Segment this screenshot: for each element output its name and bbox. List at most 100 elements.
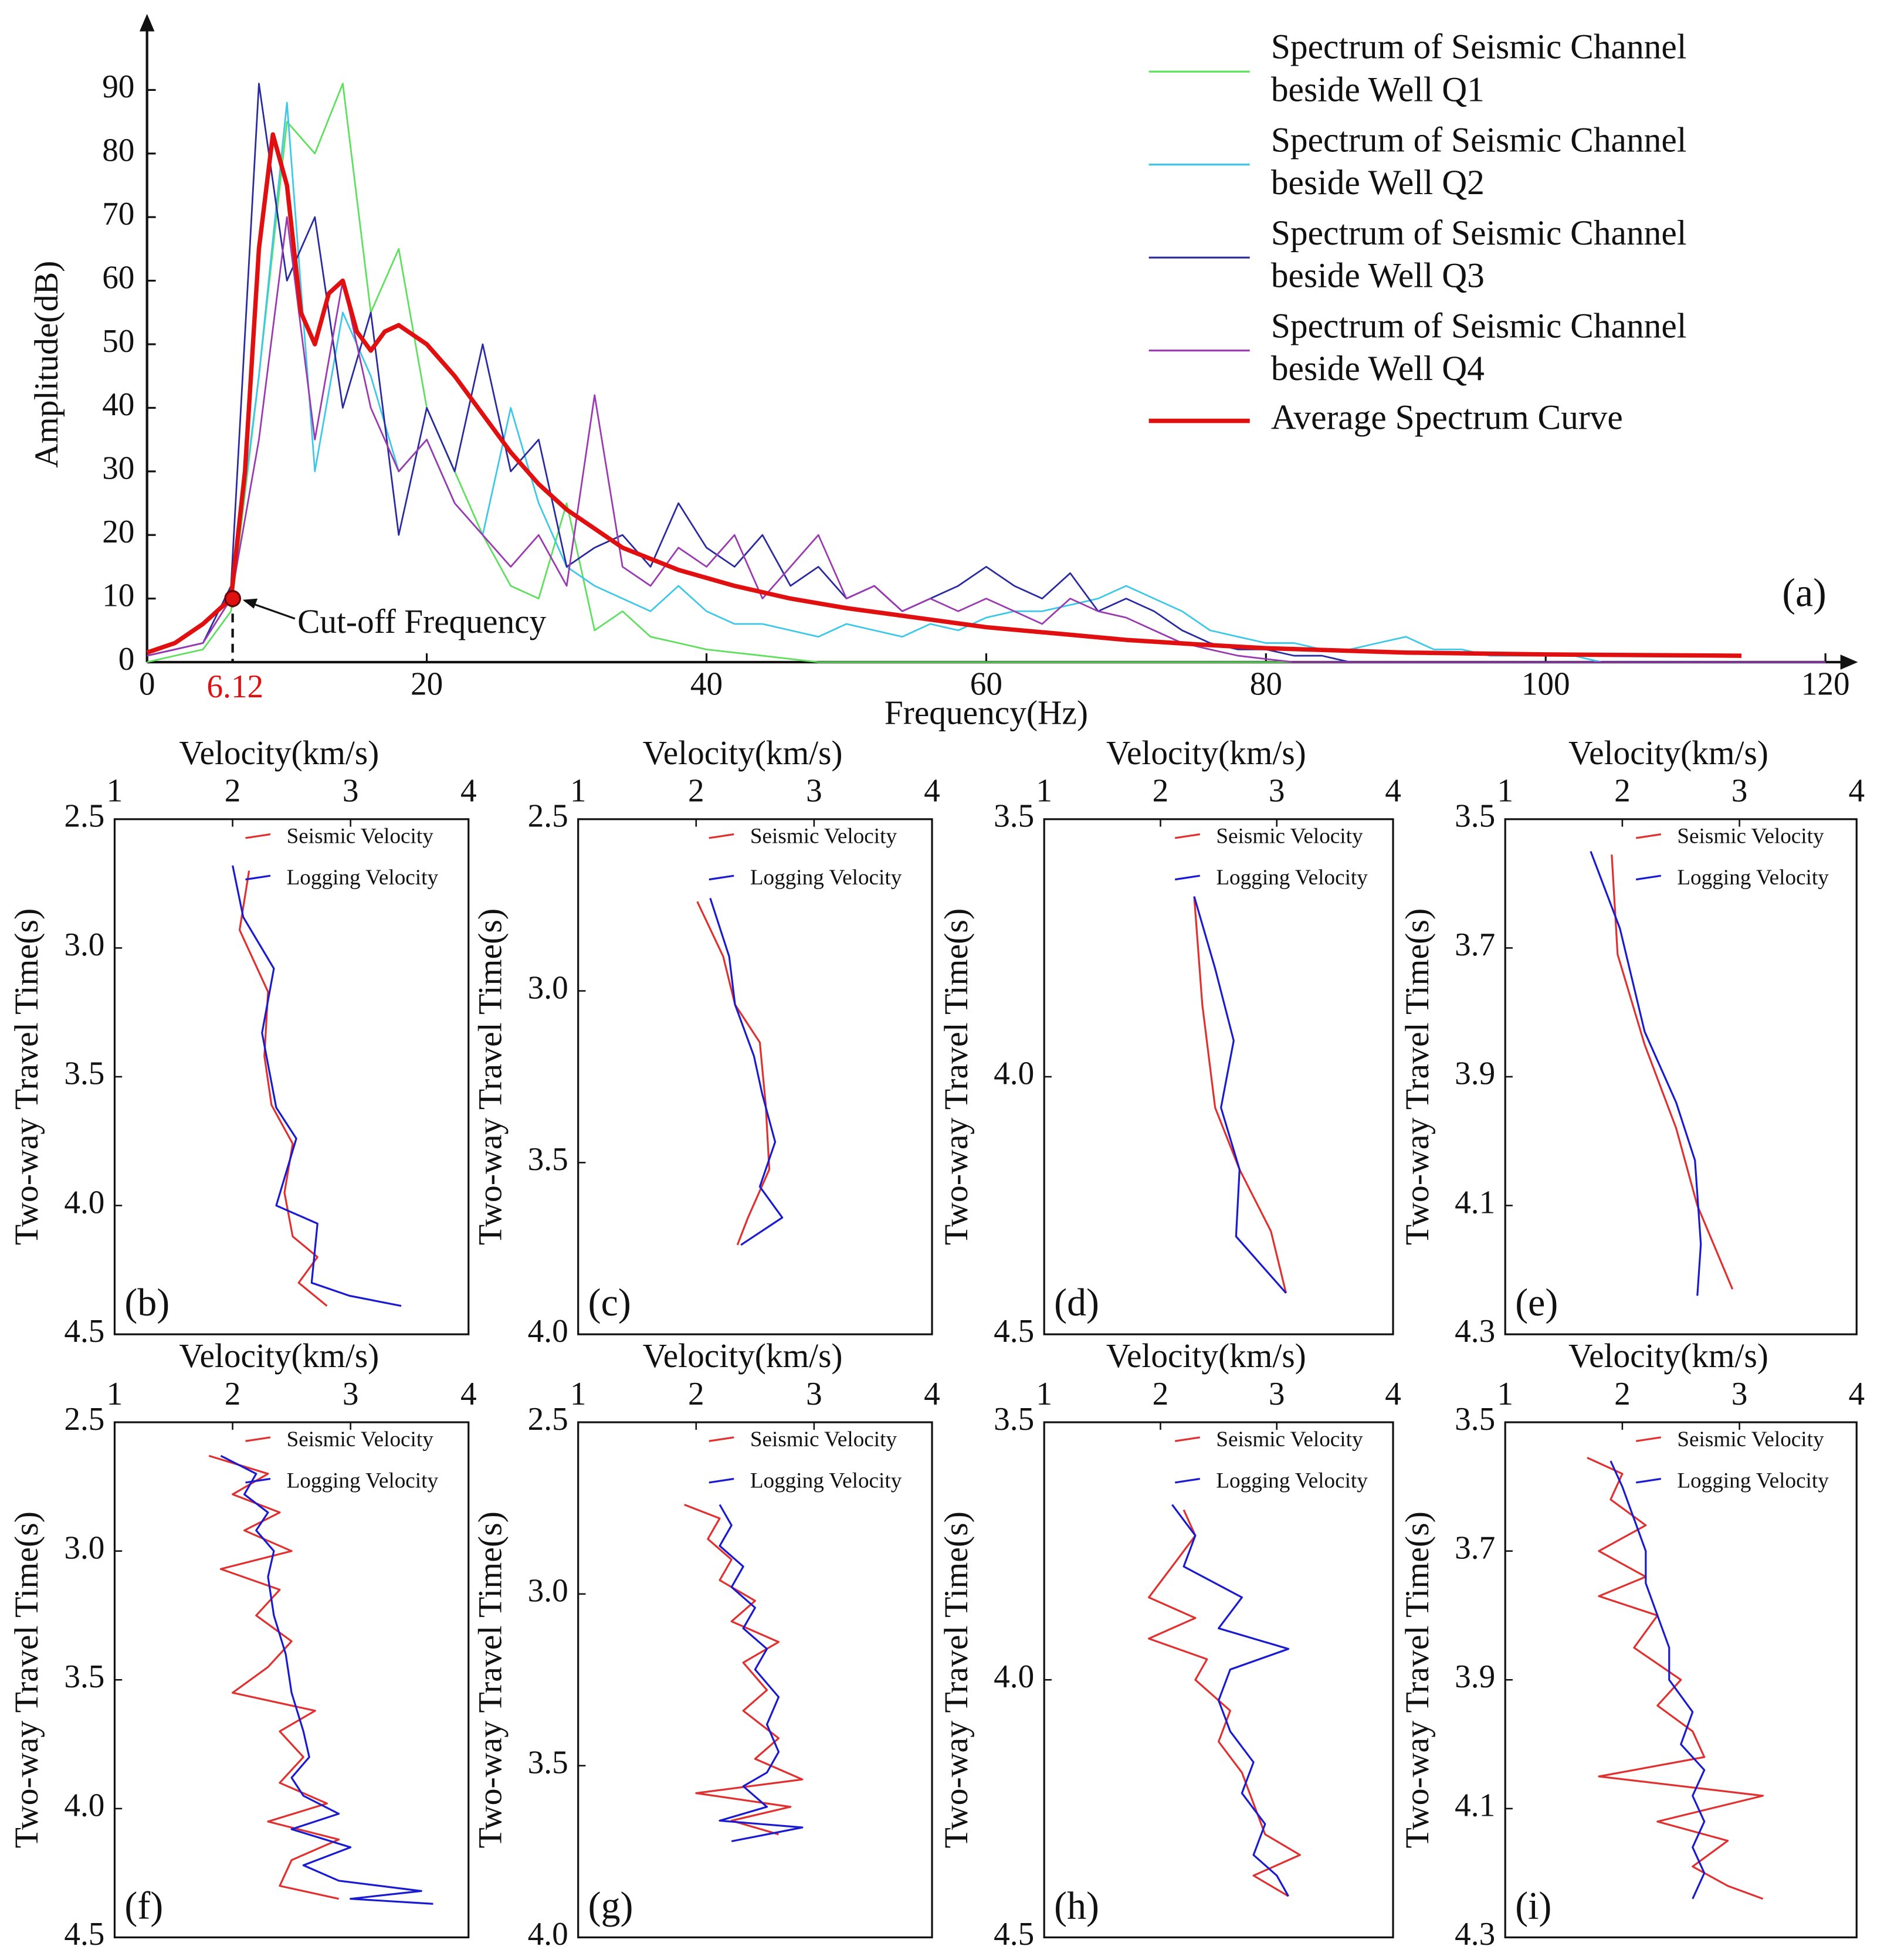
y-tick-label: 3.7 xyxy=(1455,1530,1495,1565)
x-tick-label: 2 xyxy=(225,1376,241,1412)
x-tick-label: 0 xyxy=(139,666,155,701)
x-tick-label: 2 xyxy=(225,773,241,809)
legend-swatch xyxy=(1175,1436,1200,1442)
spectrum-line xyxy=(147,83,1826,663)
y-tick-label: 3.0 xyxy=(64,927,104,962)
legend-swatch xyxy=(709,1477,734,1484)
legend-label: Seismic Velocity xyxy=(1677,824,1824,848)
y-axis-label: Amplitude(dB) xyxy=(28,261,65,468)
legend-swatch xyxy=(1175,1477,1200,1484)
legend-label: Logging Velocity xyxy=(1677,866,1829,890)
x-axis-label: Velocity(km/s) xyxy=(179,735,379,772)
velocity-line xyxy=(1611,854,1734,1290)
y-tick-label: 3.0 xyxy=(64,1530,104,1565)
legend-label: Spectrum of Seismic Channel beside Well Q… xyxy=(1271,120,1687,202)
legend-label: Seismic Velocity xyxy=(1216,1427,1363,1452)
legend-swatch xyxy=(709,874,734,881)
legend-line: Spectrum of Seismic Channel xyxy=(1271,306,1687,345)
panel-label: (f) xyxy=(124,1884,163,1927)
legend-label: Logging Velocity xyxy=(1216,866,1368,890)
y-axis-label: Two-way Travel Time(s) xyxy=(1399,1511,1436,1848)
y-tick-label: 3.0 xyxy=(528,969,568,1005)
x-tick-label: 2 xyxy=(1153,1376,1169,1412)
x-tick-label: 3 xyxy=(343,773,359,809)
y-tick-label: 4.5 xyxy=(994,1313,1034,1349)
y-tick-label: 20 xyxy=(102,514,134,550)
cutoff-point xyxy=(224,590,241,608)
y-tick-label: 3.5 xyxy=(528,1141,568,1177)
x-tick-label: 120 xyxy=(1801,666,1850,701)
panel-label: (c) xyxy=(588,1281,631,1324)
spectrum-line xyxy=(147,216,1826,663)
x-tick-label: 40 xyxy=(690,666,723,701)
x-tick-label: 4 xyxy=(1385,773,1401,809)
y-tick-label: 80 xyxy=(102,132,134,168)
x-axis-label: Velocity(km/s) xyxy=(643,735,843,772)
y-tick-label: 3.5 xyxy=(64,1659,104,1694)
y-axis-label: Two-way Travel Time(s) xyxy=(938,908,975,1245)
x-tick-label: 2 xyxy=(688,773,704,809)
velocity-line xyxy=(1590,851,1702,1296)
y-axis-label: Two-way Travel Time(s) xyxy=(8,1511,45,1848)
y-axis-label: Two-way Travel Time(s) xyxy=(1399,908,1436,1245)
legend-swatch xyxy=(1175,833,1200,839)
velocity-line xyxy=(1193,896,1287,1294)
x-tick-label: 1 xyxy=(1497,1376,1513,1412)
y-tick-label: 4.0 xyxy=(64,1787,104,1823)
velocity-line xyxy=(1193,896,1287,1294)
y-tick-label: 4.3 xyxy=(1455,1313,1495,1349)
legend-line: Spectrum of Seismic Channel xyxy=(1271,27,1687,66)
x-axis-label: Velocity(km/s) xyxy=(1106,1338,1306,1375)
y-tick-label: 3.9 xyxy=(1455,1659,1495,1694)
x-tick-label: 4 xyxy=(924,1376,940,1412)
legend-swatch xyxy=(1175,874,1200,881)
velocity-line xyxy=(1587,1457,1764,1900)
y-tick-label: 3.7 xyxy=(1455,927,1495,962)
x-axis-label: Frequency(Hz) xyxy=(885,694,1088,731)
y-tick-label: 90 xyxy=(102,69,134,104)
panel-label: (i) xyxy=(1515,1884,1551,1927)
panel-label: (a) xyxy=(1782,570,1826,615)
legend-swatch xyxy=(1636,1436,1661,1442)
x-tick-label: 4 xyxy=(460,1376,477,1412)
y-tick-label: 4.1 xyxy=(1455,1787,1495,1823)
velocity-line xyxy=(696,901,771,1246)
legend-swatch xyxy=(1636,833,1661,839)
x-axis-label: Velocity(km/s) xyxy=(1106,735,1306,772)
velocity-line xyxy=(232,865,402,1307)
legend-label: Logging Velocity xyxy=(1216,1469,1368,1493)
x-tick-label: 3 xyxy=(806,773,822,809)
y-tick-label: 2.5 xyxy=(64,1401,104,1437)
legend-swatch xyxy=(1636,874,1661,881)
x-tick-label: 3 xyxy=(806,1376,822,1412)
legend-label: Logging Velocity xyxy=(750,866,902,890)
velocity-line xyxy=(709,898,784,1246)
legend-swatch xyxy=(245,1436,271,1442)
y-tick-label: 2.5 xyxy=(528,798,568,833)
x-axis-arrow xyxy=(1840,655,1858,670)
x-tick-label: 1 xyxy=(1497,773,1513,809)
x-tick-label: 4 xyxy=(1385,1376,1401,1412)
x-axis-label: Velocity(km/s) xyxy=(1568,735,1768,772)
x-tick-label: 3 xyxy=(1269,1376,1285,1412)
y-tick-label: 4.0 xyxy=(994,1056,1034,1091)
y-tick-label: 70 xyxy=(102,196,134,232)
x-tick-label: 2 xyxy=(688,1376,704,1412)
y-tick-label: 2.5 xyxy=(528,1401,568,1437)
y-tick-label: 60 xyxy=(102,259,134,295)
y-tick-label: 3.5 xyxy=(1455,798,1495,833)
legend-line: beside Well Q1 xyxy=(1271,70,1485,108)
y-tick-label: 4.5 xyxy=(994,1916,1034,1952)
y-tick-label: 3.0 xyxy=(528,1572,568,1608)
spectrum-line xyxy=(146,132,1741,658)
y-tick-label: 4.5 xyxy=(64,1313,104,1349)
x-tick-label: 1 xyxy=(570,1376,587,1412)
legend-swatch xyxy=(245,1477,271,1484)
x-tick-label: 80 xyxy=(1250,666,1282,701)
x-tick-label: 2 xyxy=(1153,773,1169,809)
y-axis-arrow xyxy=(139,13,155,32)
panel-label: (g) xyxy=(588,1884,633,1927)
legend-label: Spectrum of Seismic Channel beside Well Q… xyxy=(1271,27,1687,108)
y-tick-label: 4.0 xyxy=(528,1313,568,1349)
plot-frame xyxy=(1043,818,1394,1335)
